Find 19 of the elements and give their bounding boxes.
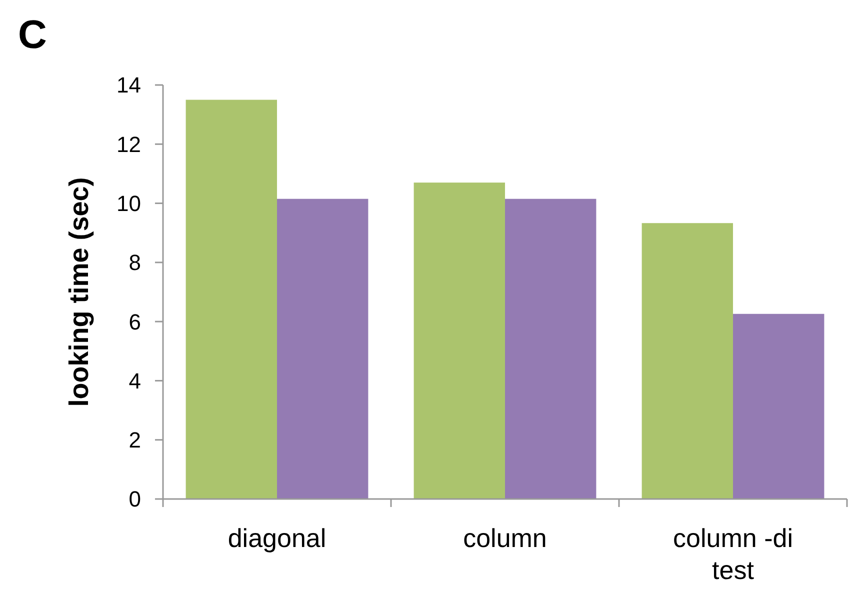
y-tick-label: 8: [128, 250, 141, 276]
bar: [642, 223, 733, 499]
chart-title: C: [18, 13, 47, 57]
x-tick-label: column: [463, 523, 547, 553]
y-axis-title: looking time (sec): [64, 177, 94, 407]
bar: [277, 198, 368, 499]
bar: [505, 198, 596, 499]
y-tick-label: 10: [116, 190, 141, 216]
bar: [186, 100, 277, 499]
y-tick-label: 14: [116, 72, 141, 98]
y-tick-label: 6: [128, 309, 141, 334]
y-tick-label: 0: [128, 486, 141, 512]
bar: [733, 314, 824, 499]
y-tick-label: 2: [128, 428, 141, 453]
y-tick-label: 4: [128, 368, 141, 394]
x-tick-label: diagonal: [228, 523, 326, 553]
x-tick-label: column -di test: [673, 523, 793, 585]
y-tick-label: 12: [116, 132, 141, 157]
bar: [414, 182, 505, 499]
